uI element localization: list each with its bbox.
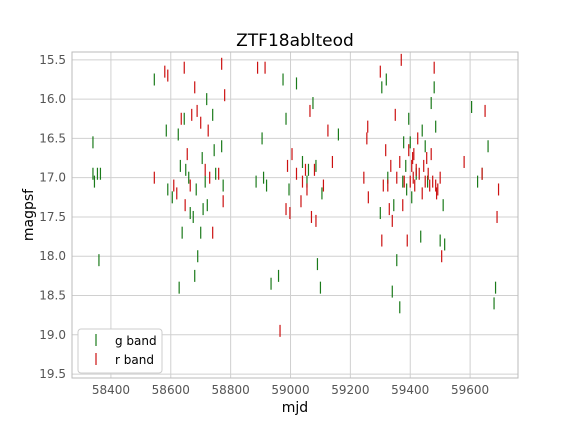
x-tick-label: 59600	[451, 383, 489, 397]
x-tick-label: 58600	[152, 383, 190, 397]
y-tick-label: 15.5	[39, 53, 66, 67]
y-tick-label: 18.5	[39, 289, 66, 303]
x-tick-label: 59400	[391, 383, 429, 397]
x-axis-label: mjd	[282, 400, 308, 416]
grid	[72, 52, 518, 378]
y-tick-label: 16.5	[39, 131, 66, 145]
legend-box	[77, 328, 163, 374]
y-tick-label: 19.0	[39, 328, 66, 342]
series-g-band	[92, 73, 497, 314]
y-tick-labels: 15.5 16.0 16.5 17.0 17.5 18.0 18.5 19.0 19.5	[39, 53, 66, 381]
legend-label-r-band: r band	[115, 353, 154, 367]
y-tick-label: 19.5	[39, 367, 66, 381]
legend-label-g-band: g band	[115, 334, 157, 348]
y-axis-label: magpsf	[21, 188, 37, 241]
legend: g band r band	[77, 328, 163, 374]
chart-title: ZTF18ablteod	[236, 31, 354, 51]
plot-frame	[71, 51, 519, 379]
y-tick-label: 17.5	[39, 210, 66, 224]
series-r-band	[153, 53, 500, 337]
y-tick-label: 17.0	[39, 171, 66, 185]
plot-background	[72, 52, 518, 378]
x-tick-label: 58400	[92, 383, 130, 397]
x-tick-label: 59000	[271, 383, 309, 397]
x-tick-label: 58800	[212, 383, 250, 397]
data-marks	[92, 53, 500, 337]
y-tick-label: 18.0	[39, 249, 66, 263]
x-tick-labels: 58400 58600 58800 59000 59200 59400 59600	[92, 383, 489, 397]
y-tick-label: 16.0	[39, 92, 66, 106]
x-tick-label: 59200	[331, 383, 369, 397]
